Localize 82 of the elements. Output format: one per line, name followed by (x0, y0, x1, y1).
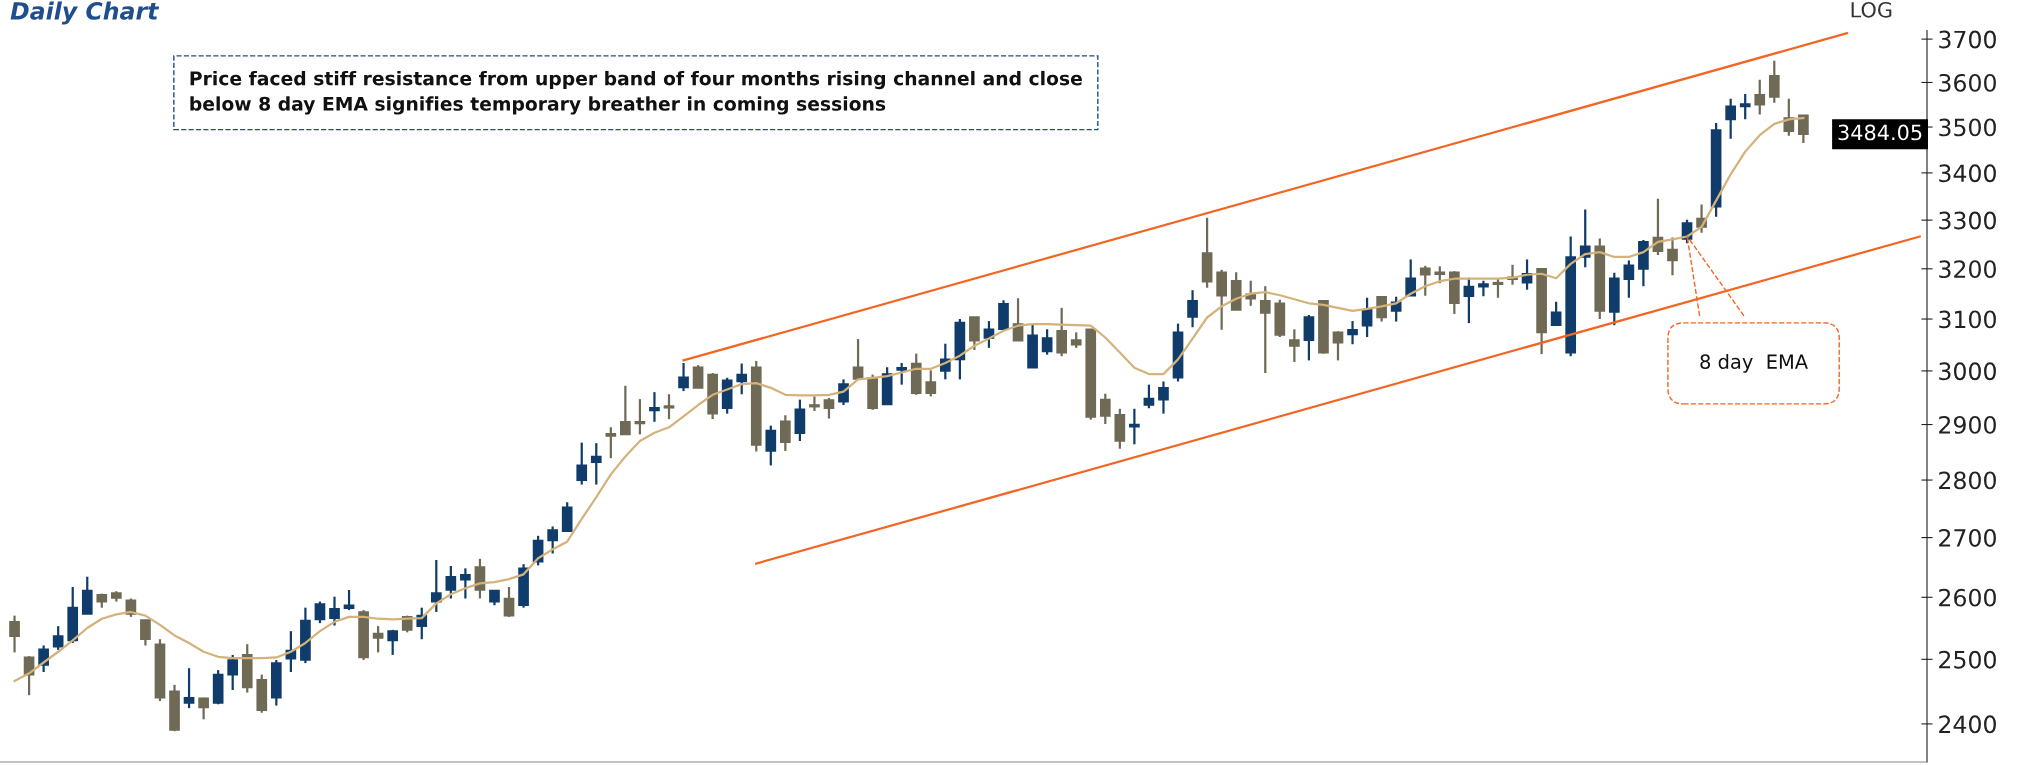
candlestick (314, 600, 326, 625)
candlestick (1332, 330, 1344, 362)
y-tick-label: 3500 (1939, 118, 1996, 137)
candlestick (794, 398, 806, 443)
candlestick (1289, 328, 1300, 364)
candlestick (430, 558, 442, 614)
candlestick (620, 384, 631, 437)
candlestick (387, 628, 399, 657)
candlestick (1099, 392, 1111, 426)
candlestick (547, 525, 558, 555)
y-tick-label: 2400 (1939, 715, 1996, 734)
candlestick (779, 414, 791, 453)
y-tick-label: 2900 (1939, 415, 1996, 434)
candlestick (227, 653, 239, 692)
y-tick-label: 3600 (1939, 73, 1996, 92)
candlestick (1041, 328, 1053, 356)
candlestick (1143, 383, 1155, 410)
candlestick (1187, 289, 1198, 329)
candlestick (343, 588, 355, 612)
y-tick-label: 2600 (1939, 588, 1996, 607)
candlestick (1376, 295, 1387, 323)
annotation: 3484.05 (1838, 124, 1922, 141)
candlestick (140, 618, 151, 647)
candlestick (969, 315, 980, 352)
candlestick (1158, 380, 1169, 415)
candlestick (1056, 306, 1068, 358)
candlestick (1783, 97, 1795, 137)
candlestick (692, 364, 704, 389)
candlestick (1405, 258, 1417, 297)
candlestick (1550, 300, 1562, 327)
candlestick (1419, 264, 1431, 297)
chart-title: Daily Chart (10, 1, 160, 25)
y-tick-label: 3300 (1939, 211, 1996, 230)
candlestick (649, 391, 660, 423)
candlestick (1798, 114, 1809, 145)
candlestick (503, 585, 515, 618)
candlestick (9, 614, 20, 654)
annotation: 8 day EMA (1700, 353, 1808, 373)
candlestick (561, 501, 573, 533)
candlestick (663, 393, 675, 421)
y-tick-label: 3100 (1939, 310, 1996, 329)
y-tick-label: 2500 (1939, 650, 1996, 669)
candlestick (445, 564, 457, 600)
candlestick (1129, 407, 1140, 446)
y-tick-label: 3200 (1939, 260, 1996, 279)
candlestick (1216, 268, 1227, 331)
candlestick (1739, 92, 1751, 121)
candlestick (52, 625, 64, 651)
candlestick (765, 424, 777, 467)
candlestick (634, 397, 646, 436)
candlestick (1361, 296, 1373, 339)
candlestick (852, 337, 864, 381)
candlestick (823, 396, 835, 420)
candlestick (1768, 59, 1780, 104)
candlestick (1347, 319, 1358, 346)
candlestick (809, 395, 820, 413)
candlestick (736, 362, 748, 396)
candlestick (329, 595, 340, 627)
candlestick (372, 625, 384, 654)
candlestick (925, 369, 937, 398)
candlestick (1492, 277, 1504, 299)
y-tick-label: 2700 (1939, 529, 1996, 547)
candlestick (1725, 97, 1737, 140)
candlestick (183, 667, 195, 710)
candlestick (678, 361, 689, 393)
candlestick (81, 575, 93, 615)
candlestick (605, 426, 617, 460)
candlestick (1623, 259, 1635, 299)
y-tick-label: 2800 (1939, 471, 1996, 490)
candlestick (576, 441, 588, 486)
candlestick (1667, 236, 1678, 277)
text: LOG (1851, 1, 1892, 18)
candlestick (590, 442, 602, 486)
y-tick-label: 3000 (1939, 362, 1996, 381)
y-tick-label: 3400 (1939, 164, 1996, 183)
annotation: Price faced stiff resistance from upper band of four months rising channel and close below 8 day EMA signifies temporary breather in coming sessions (190, 70, 1082, 115)
candlestick (1754, 78, 1766, 116)
candlestick (1303, 313, 1315, 362)
candlestick (1259, 285, 1271, 375)
candlestick (460, 567, 471, 600)
candlestick (896, 361, 908, 386)
y-tick-label: 3700 (1939, 30, 1996, 49)
